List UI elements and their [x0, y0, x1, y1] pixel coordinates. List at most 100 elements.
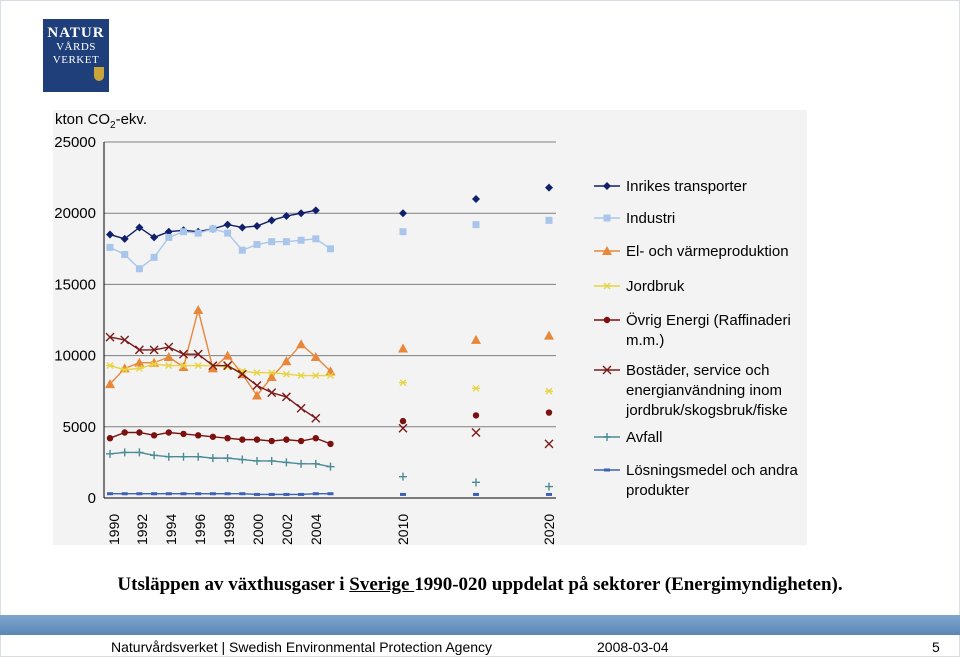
series-line-3 [109, 363, 331, 377]
data-point-6-5 [179, 452, 188, 461]
projection-point-0-2 [545, 183, 553, 192]
legend-label-7-1: produkter [626, 482, 689, 499]
y-tick-25000: 25000 [54, 134, 96, 151]
data-point-7-6 [195, 492, 202, 496]
data-point-7-14 [312, 492, 319, 496]
legend-marker-6 [603, 433, 611, 441]
data-point-0-4 [164, 227, 173, 236]
x-tick-1996: 1996 [192, 514, 208, 545]
legend-entry-3: Jordbruk [594, 278, 685, 295]
legend-label-2-0: El- och värmeproduktion [626, 243, 789, 260]
data-point-6-9 [238, 455, 247, 464]
data-point-7-13 [298, 492, 305, 496]
data-point-1-6 [194, 229, 202, 237]
x-tick-2020: 2020 [541, 514, 557, 545]
series-1 [106, 216, 553, 273]
data-point-6-12 [282, 458, 291, 467]
data-point-6-2 [135, 448, 144, 457]
caption-text-start: Utsläppen av växthusgaser i [117, 574, 350, 595]
data-point-5-10 [252, 381, 262, 390]
projection-point-5-2 [544, 439, 554, 449]
data-point-1-4 [165, 233, 173, 241]
data-point-4-12 [283, 436, 290, 443]
data-point-4-4 [165, 429, 172, 436]
data-point-7-15 [327, 492, 334, 496]
data-point-7-3 [151, 492, 158, 496]
data-point-2-4 [163, 352, 174, 362]
footer-page-number: 5 [932, 639, 940, 655]
projection-point-0-0 [399, 209, 407, 218]
x-tick-1994: 1994 [163, 514, 179, 545]
y-tick-10000: 10000 [54, 348, 96, 365]
data-point-6-6 [194, 452, 203, 461]
legend-label-5-1: energianvändning inom [626, 382, 782, 399]
projection-point-3-2 [545, 387, 553, 395]
series-line-2 [109, 309, 331, 397]
legend-label-0-0: Inrikes transporter [626, 178, 747, 195]
legend-marker-7 [604, 468, 610, 472]
data-point-2-14 [310, 352, 321, 362]
data-point-6-11 [267, 456, 276, 465]
caption-link-sverige[interactable]: Sverige [349, 574, 415, 595]
data-point-3-12 [282, 370, 291, 378]
data-point-6-0 [106, 449, 114, 458]
projection-point-2-0 [398, 343, 408, 353]
y-tick-5000: 5000 [63, 419, 96, 436]
data-point-5-14 [311, 413, 321, 423]
data-point-2-2 [134, 357, 145, 367]
projection-point-3-1 [472, 384, 480, 392]
data-point-4-8 [224, 434, 231, 442]
data-point-5-7 [208, 361, 218, 371]
data-point-5-11 [267, 388, 277, 398]
data-point-1-5 [180, 228, 187, 236]
projection-point-3-0 [399, 379, 407, 387]
series-line-6 [109, 451, 331, 468]
legend-marker-5 [602, 365, 612, 375]
data-point-2-12 [281, 356, 292, 366]
data-point-3-4 [164, 362, 173, 370]
projection-point-7-1 [473, 492, 479, 496]
data-point-0-11 [267, 216, 276, 225]
projection-point-5-0 [398, 423, 408, 433]
logo-line-3: VERKET [52, 54, 100, 66]
data-point-6-4 [164, 452, 173, 461]
x-tick-1990: 1990 [106, 514, 122, 545]
data-point-0-8 [223, 220, 232, 229]
series-5 [105, 332, 554, 449]
data-point-5-13 [296, 403, 306, 413]
data-point-4-6 [195, 432, 202, 439]
data-point-0-2 [135, 223, 144, 232]
data-point-2-0 [105, 379, 115, 389]
data-point-0-1 [120, 234, 129, 243]
data-point-1-2 [135, 265, 143, 273]
legend-entry-1: Industri [594, 210, 675, 227]
crown-crest-icon [94, 67, 104, 81]
legend-label-5-0: Bostäder, service och [626, 362, 769, 379]
data-point-7-7 [209, 492, 216, 496]
data-point-1-9 [238, 246, 246, 254]
projection-point-6-2 [545, 482, 553, 491]
data-point-4-11 [268, 437, 275, 445]
data-point-0-9 [238, 223, 247, 232]
data-point-2-11 [266, 371, 277, 381]
projection-point-2-1 [471, 334, 481, 344]
legend-marker-0 [603, 182, 611, 190]
data-point-7-12 [283, 492, 290, 496]
data-point-3-1 [120, 366, 129, 374]
legend-label-7-0: Lösningsmedel och andra [626, 462, 798, 479]
caption-text-end: 1990-020 uppdelat på sektorer (Energimyn… [414, 574, 843, 595]
data-point-1-14 [312, 235, 320, 243]
data-point-5-4 [164, 342, 174, 352]
logo-line-2: VÅRDS [56, 41, 96, 53]
data-point-7-0 [107, 492, 113, 496]
x-tick-2002: 2002 [279, 514, 295, 545]
projection-point-4-0 [399, 417, 407, 425]
data-point-1-13 [297, 236, 305, 244]
data-point-6-7 [208, 454, 217, 463]
data-point-3-14 [311, 372, 320, 379]
series-7 [107, 492, 552, 496]
data-point-6-8 [223, 454, 232, 463]
naturvardsverket-logo: NATUR VÅRDS VERKET [43, 19, 109, 92]
legend-entry-5: Bostäder, service och energianvändning in… [594, 362, 788, 419]
legend-marker-1 [603, 214, 611, 222]
